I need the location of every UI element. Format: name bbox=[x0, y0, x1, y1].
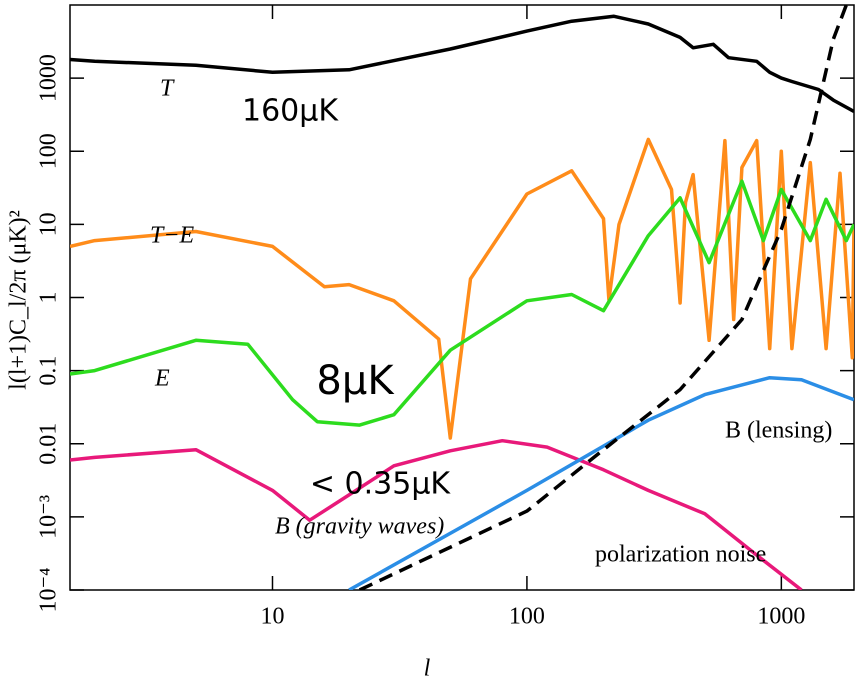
series-line bbox=[70, 137, 854, 440]
series-label: B (lensing) bbox=[725, 418, 832, 444]
series-label: B (gravity waves) bbox=[275, 514, 444, 540]
series-label: T bbox=[160, 76, 175, 102]
x-tick-label: 10 bbox=[260, 604, 284, 630]
y-tick-label: 10 bbox=[36, 212, 62, 236]
series-line bbox=[70, 438, 803, 590]
y-tick-label: 100 bbox=[36, 133, 62, 169]
series-line bbox=[358, 5, 848, 590]
y-tick-label: 10⁻⁴ bbox=[36, 567, 62, 612]
y-tick-label: 0.01 bbox=[36, 423, 62, 465]
annotation: 8μK bbox=[316, 358, 395, 404]
series-label: polarization noise bbox=[595, 542, 766, 568]
series-line bbox=[70, 14, 854, 114]
x-axis-label: l bbox=[424, 656, 431, 682]
y-axis-label: l(l+1)C_l/2π (μK)² bbox=[6, 210, 32, 390]
y-tick-label: 1 bbox=[36, 292, 62, 304]
annotation: < 0.35μK bbox=[310, 467, 452, 502]
series-label: E bbox=[154, 366, 170, 392]
series-label: T−E bbox=[150, 223, 195, 249]
x-tick-label: 1000 bbox=[757, 604, 805, 630]
annotation: 160μK bbox=[242, 94, 339, 129]
y-tick-label: 1000 bbox=[36, 54, 62, 102]
x-tick-label: 100 bbox=[509, 604, 545, 630]
series-line bbox=[70, 179, 854, 427]
series-line bbox=[348, 375, 854, 590]
y-tick-label: 0.1 bbox=[36, 356, 62, 386]
y-tick-label: 10⁻³ bbox=[36, 495, 62, 539]
